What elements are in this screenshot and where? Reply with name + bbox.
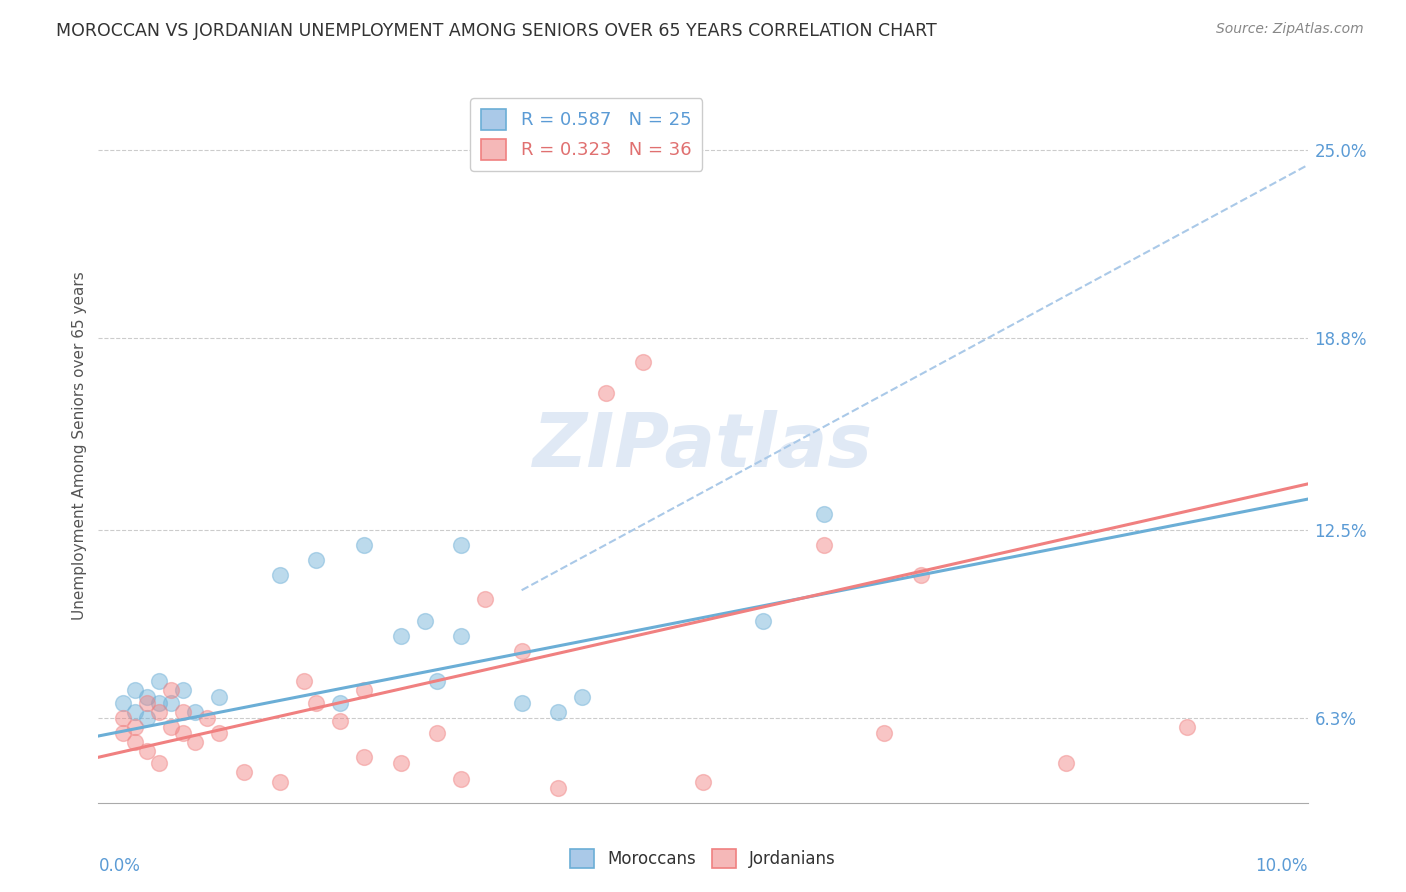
Point	[353, 750, 375, 764]
Point	[195, 711, 218, 725]
Point	[269, 568, 291, 582]
Point	[208, 726, 231, 740]
Point	[752, 614, 775, 628]
Point	[135, 696, 157, 710]
Point	[124, 735, 146, 749]
Point	[910, 568, 932, 582]
Point	[474, 592, 496, 607]
Point	[631, 355, 654, 369]
Legend: Moroccans, Jordanians: Moroccans, Jordanians	[564, 842, 842, 875]
Point	[184, 705, 207, 719]
Point	[305, 696, 328, 710]
Point	[160, 720, 183, 734]
Point	[547, 780, 569, 795]
Point	[426, 726, 449, 740]
Point	[547, 705, 569, 719]
Point	[413, 614, 436, 628]
Point	[124, 683, 146, 698]
Point	[813, 508, 835, 522]
Point	[595, 385, 617, 400]
Point	[148, 756, 170, 771]
Point	[172, 683, 194, 698]
Point	[813, 538, 835, 552]
Point	[510, 696, 533, 710]
Point	[148, 705, 170, 719]
Point	[111, 726, 134, 740]
Point	[450, 538, 472, 552]
Point	[135, 711, 157, 725]
Text: MOROCCAN VS JORDANIAN UNEMPLOYMENT AMONG SENIORS OVER 65 YEARS CORRELATION CHART: MOROCCAN VS JORDANIAN UNEMPLOYMENT AMONG…	[56, 22, 936, 40]
Point	[135, 744, 157, 758]
Point	[292, 674, 315, 689]
Point	[389, 629, 412, 643]
Point	[1054, 756, 1077, 771]
Point	[208, 690, 231, 704]
Point	[160, 696, 183, 710]
Point	[269, 774, 291, 789]
Point	[148, 674, 170, 689]
Point	[135, 690, 157, 704]
Point	[353, 683, 375, 698]
Point	[172, 705, 194, 719]
Point	[111, 696, 134, 710]
Point	[510, 644, 533, 658]
Text: 10.0%: 10.0%	[1256, 857, 1308, 875]
Point	[450, 772, 472, 786]
Text: Source: ZipAtlas.com: Source: ZipAtlas.com	[1216, 22, 1364, 37]
Point	[389, 756, 412, 771]
Point	[160, 683, 183, 698]
Text: ZIPatlas: ZIPatlas	[533, 409, 873, 483]
Point	[232, 765, 254, 780]
Text: 0.0%: 0.0%	[98, 857, 141, 875]
Point	[329, 714, 352, 728]
Point	[873, 726, 896, 740]
Point	[1175, 720, 1198, 734]
Point	[124, 720, 146, 734]
Point	[305, 553, 328, 567]
Point	[172, 726, 194, 740]
Legend: R = 0.587   N = 25, R = 0.323   N = 36: R = 0.587 N = 25, R = 0.323 N = 36	[470, 98, 702, 170]
Point	[184, 735, 207, 749]
Point	[111, 711, 134, 725]
Point	[426, 674, 449, 689]
Point	[353, 538, 375, 552]
Y-axis label: Unemployment Among Seniors over 65 years: Unemployment Among Seniors over 65 years	[72, 272, 87, 620]
Point	[329, 696, 352, 710]
Point	[692, 774, 714, 789]
Point	[571, 690, 593, 704]
Point	[148, 696, 170, 710]
Point	[124, 705, 146, 719]
Point	[450, 629, 472, 643]
